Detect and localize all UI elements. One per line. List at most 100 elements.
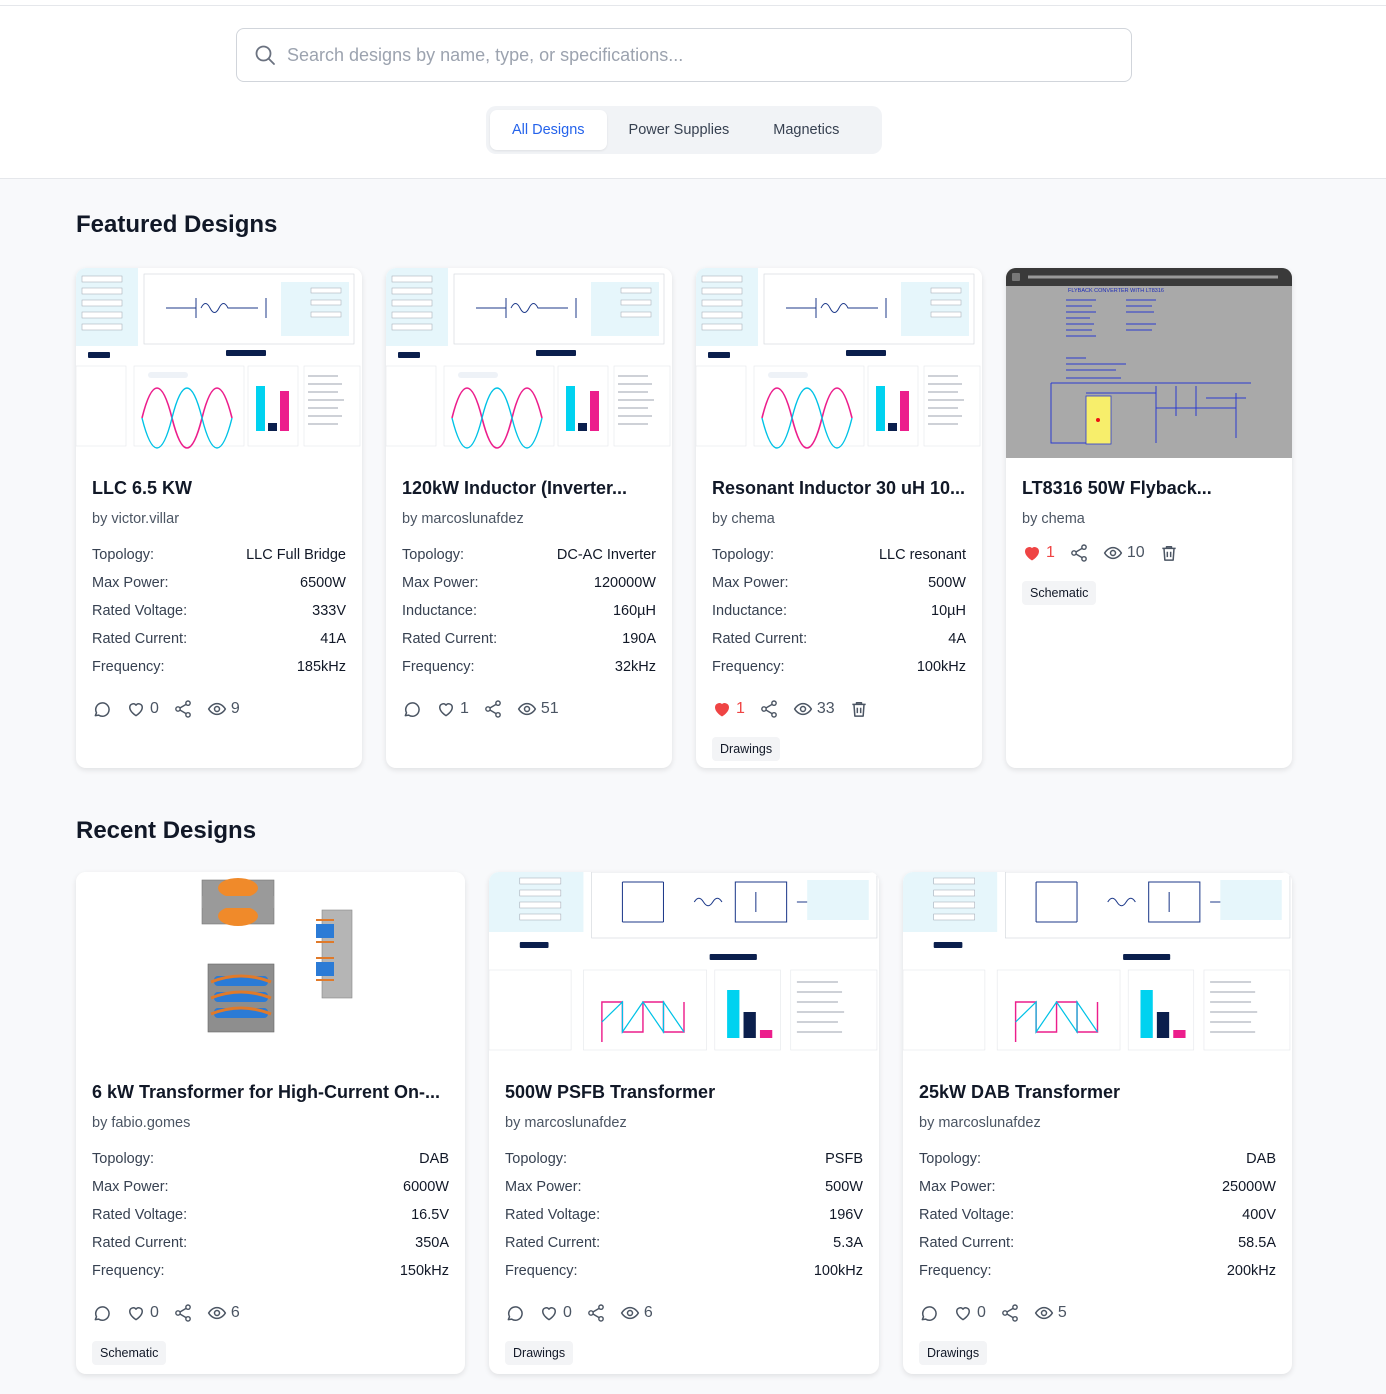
comment-button[interactable] [505,1303,525,1323]
views: 6 [620,1303,653,1323]
eye-icon [207,1303,227,1323]
design-thumbnail[interactable] [76,872,465,1062]
card-title[interactable]: 6 kW Transformer for High-Current On-... [92,1082,441,1102]
card-tag[interactable]: Schematic [1022,581,1097,605]
design-thumbnail[interactable]: FLYBACK CONVERTER WITH LT8316 [1006,268,1292,458]
card-title[interactable]: LLC 6.5 KW [92,478,193,498]
card-author[interactable]: by fabio.gomes [92,1115,191,1131]
recent-section-title: Recent Designs [76,817,257,844]
spec-row: Max Power: 6000W [92,1179,449,1195]
like-button[interactable]: 1 [436,699,469,719]
delete-button[interactable] [849,699,869,719]
design-card[interactable]: Resonant Inductor 30 uH 10... by chema T… [696,268,982,768]
like-count: 0 [563,1304,572,1321]
like-button[interactable]: 0 [953,1303,986,1323]
card-title[interactable]: 120kW Inductor (Inverter... [402,478,628,498]
share-button[interactable] [759,699,779,719]
card-author[interactable]: by marcoslunafdez [402,511,524,527]
eye-icon [1103,543,1123,563]
spec-row: Inductance: 160µH [402,603,656,619]
spec-row: Frequency: 32kHz [402,659,656,675]
design-card[interactable]: FLYBACK CONVERTER WITH LT8316 LT8316 50W… [1006,268,1292,768]
search-input[interactable] [287,44,1107,66]
share-button[interactable] [173,1303,193,1323]
design-thumbnail[interactable] [489,872,879,1062]
like-button[interactable]: 0 [539,1303,572,1323]
tab-power-supplies[interactable]: Power Supplies [628,122,730,138]
trash-icon [849,699,869,719]
spec-row: Frequency: 185kHz [92,659,346,675]
share-icon [586,1303,606,1323]
views: 10 [1103,543,1145,563]
heart-icon [539,1303,559,1323]
like-button[interactable]: 1 [712,699,745,719]
card-tag[interactable]: Drawings [712,737,781,761]
like-button[interactable]: 0 [126,699,159,719]
design-thumbnail[interactable] [696,268,982,458]
spec-row: Rated Voltage: 400V [919,1207,1276,1223]
featured-section-title: Featured Designs [76,211,278,238]
like-count: 1 [736,700,745,717]
design-card[interactable]: 120kW Inductor (Inverter... by marcoslun… [386,268,672,768]
card-actions: 1 33 [712,697,966,721]
tab-all-designs[interactable]: All Designs [490,110,607,150]
spec-row: Rated Current: 4A [712,631,966,647]
heart-icon [436,699,456,719]
views: 5 [1034,1303,1067,1323]
views: 9 [207,699,240,719]
card-author[interactable]: by victor.villar [92,511,180,527]
share-button[interactable] [1000,1303,1020,1323]
eye-icon [207,699,227,719]
card-actions: 1 10 [1022,541,1276,565]
design-thumbnail[interactable] [76,268,362,458]
share-button[interactable] [586,1303,606,1323]
spec-row: Rated Voltage: 16.5V [92,1207,449,1223]
like-count: 1 [460,700,469,717]
comment-icon [919,1303,939,1323]
card-title[interactable]: Resonant Inductor 30 uH 10... [712,478,966,498]
view-count: 6 [643,1304,653,1321]
like-button[interactable]: 1 [1022,543,1055,563]
search-icon [255,45,275,65]
design-card[interactable]: 6 kW Transformer for High-Current On-...… [76,872,465,1374]
design-card[interactable]: 25kW DAB Transformer by marcoslunafdez T… [903,872,1292,1374]
heart-icon [126,1303,146,1323]
card-title[interactable]: 25kW DAB Transformer [919,1082,1121,1102]
eye-icon [517,699,537,719]
card-actions: 0 6 [92,1301,449,1325]
comment-button[interactable] [92,1303,112,1323]
search-box[interactable] [236,28,1132,82]
card-title[interactable]: LT8316 50W Flyback... [1022,478,1212,498]
spec-row: Rated Current: 41A [92,631,346,647]
header: All Designs Power Supplies Magnetics [0,6,1386,179]
card-author[interactable]: by marcoslunafdez [919,1115,1041,1131]
card-author[interactable]: by marcoslunafdez [505,1115,627,1131]
comment-button[interactable] [402,699,422,719]
card-tag[interactable]: Drawings [505,1341,574,1365]
card-tag[interactable]: Drawings [919,1341,988,1365]
share-button[interactable] [483,699,503,719]
design-thumbnail[interactable] [386,268,672,458]
card-tag[interactable]: Schematic [92,1341,167,1365]
design-card[interactable]: LLC 6.5 KW by victor.villar Topology: LLC… [76,268,362,768]
design-thumbnail[interactable] [903,872,1292,1062]
delete-button[interactable] [1159,543,1179,563]
spec-row: Frequency: 100kHz [505,1263,863,1279]
card-author[interactable]: by chema [1022,511,1085,527]
card-title[interactable]: 500W PSFB Transformer [505,1082,716,1102]
card-author[interactable]: by chema [712,511,775,527]
view-count: 6 [230,1304,240,1321]
schematic-title: FLYBACK CONVERTER WITH LT8316 [1068,288,1164,294]
view-count: 5 [1057,1304,1067,1321]
share-button[interactable] [1069,543,1089,563]
like-button[interactable]: 0 [126,1303,159,1323]
comment-icon [402,699,422,719]
spec-row: Max Power: 120000W [402,575,656,591]
comment-button[interactable] [92,699,112,719]
comment-button[interactable] [919,1303,939,1323]
design-card[interactable]: 500W PSFB Transformer by marcoslunafdez … [489,872,879,1374]
views: 51 [517,699,559,719]
spec-row: Rated Voltage: 196V [505,1207,863,1223]
tab-magnetics[interactable]: Magnetics [773,122,840,138]
share-button[interactable] [173,699,193,719]
